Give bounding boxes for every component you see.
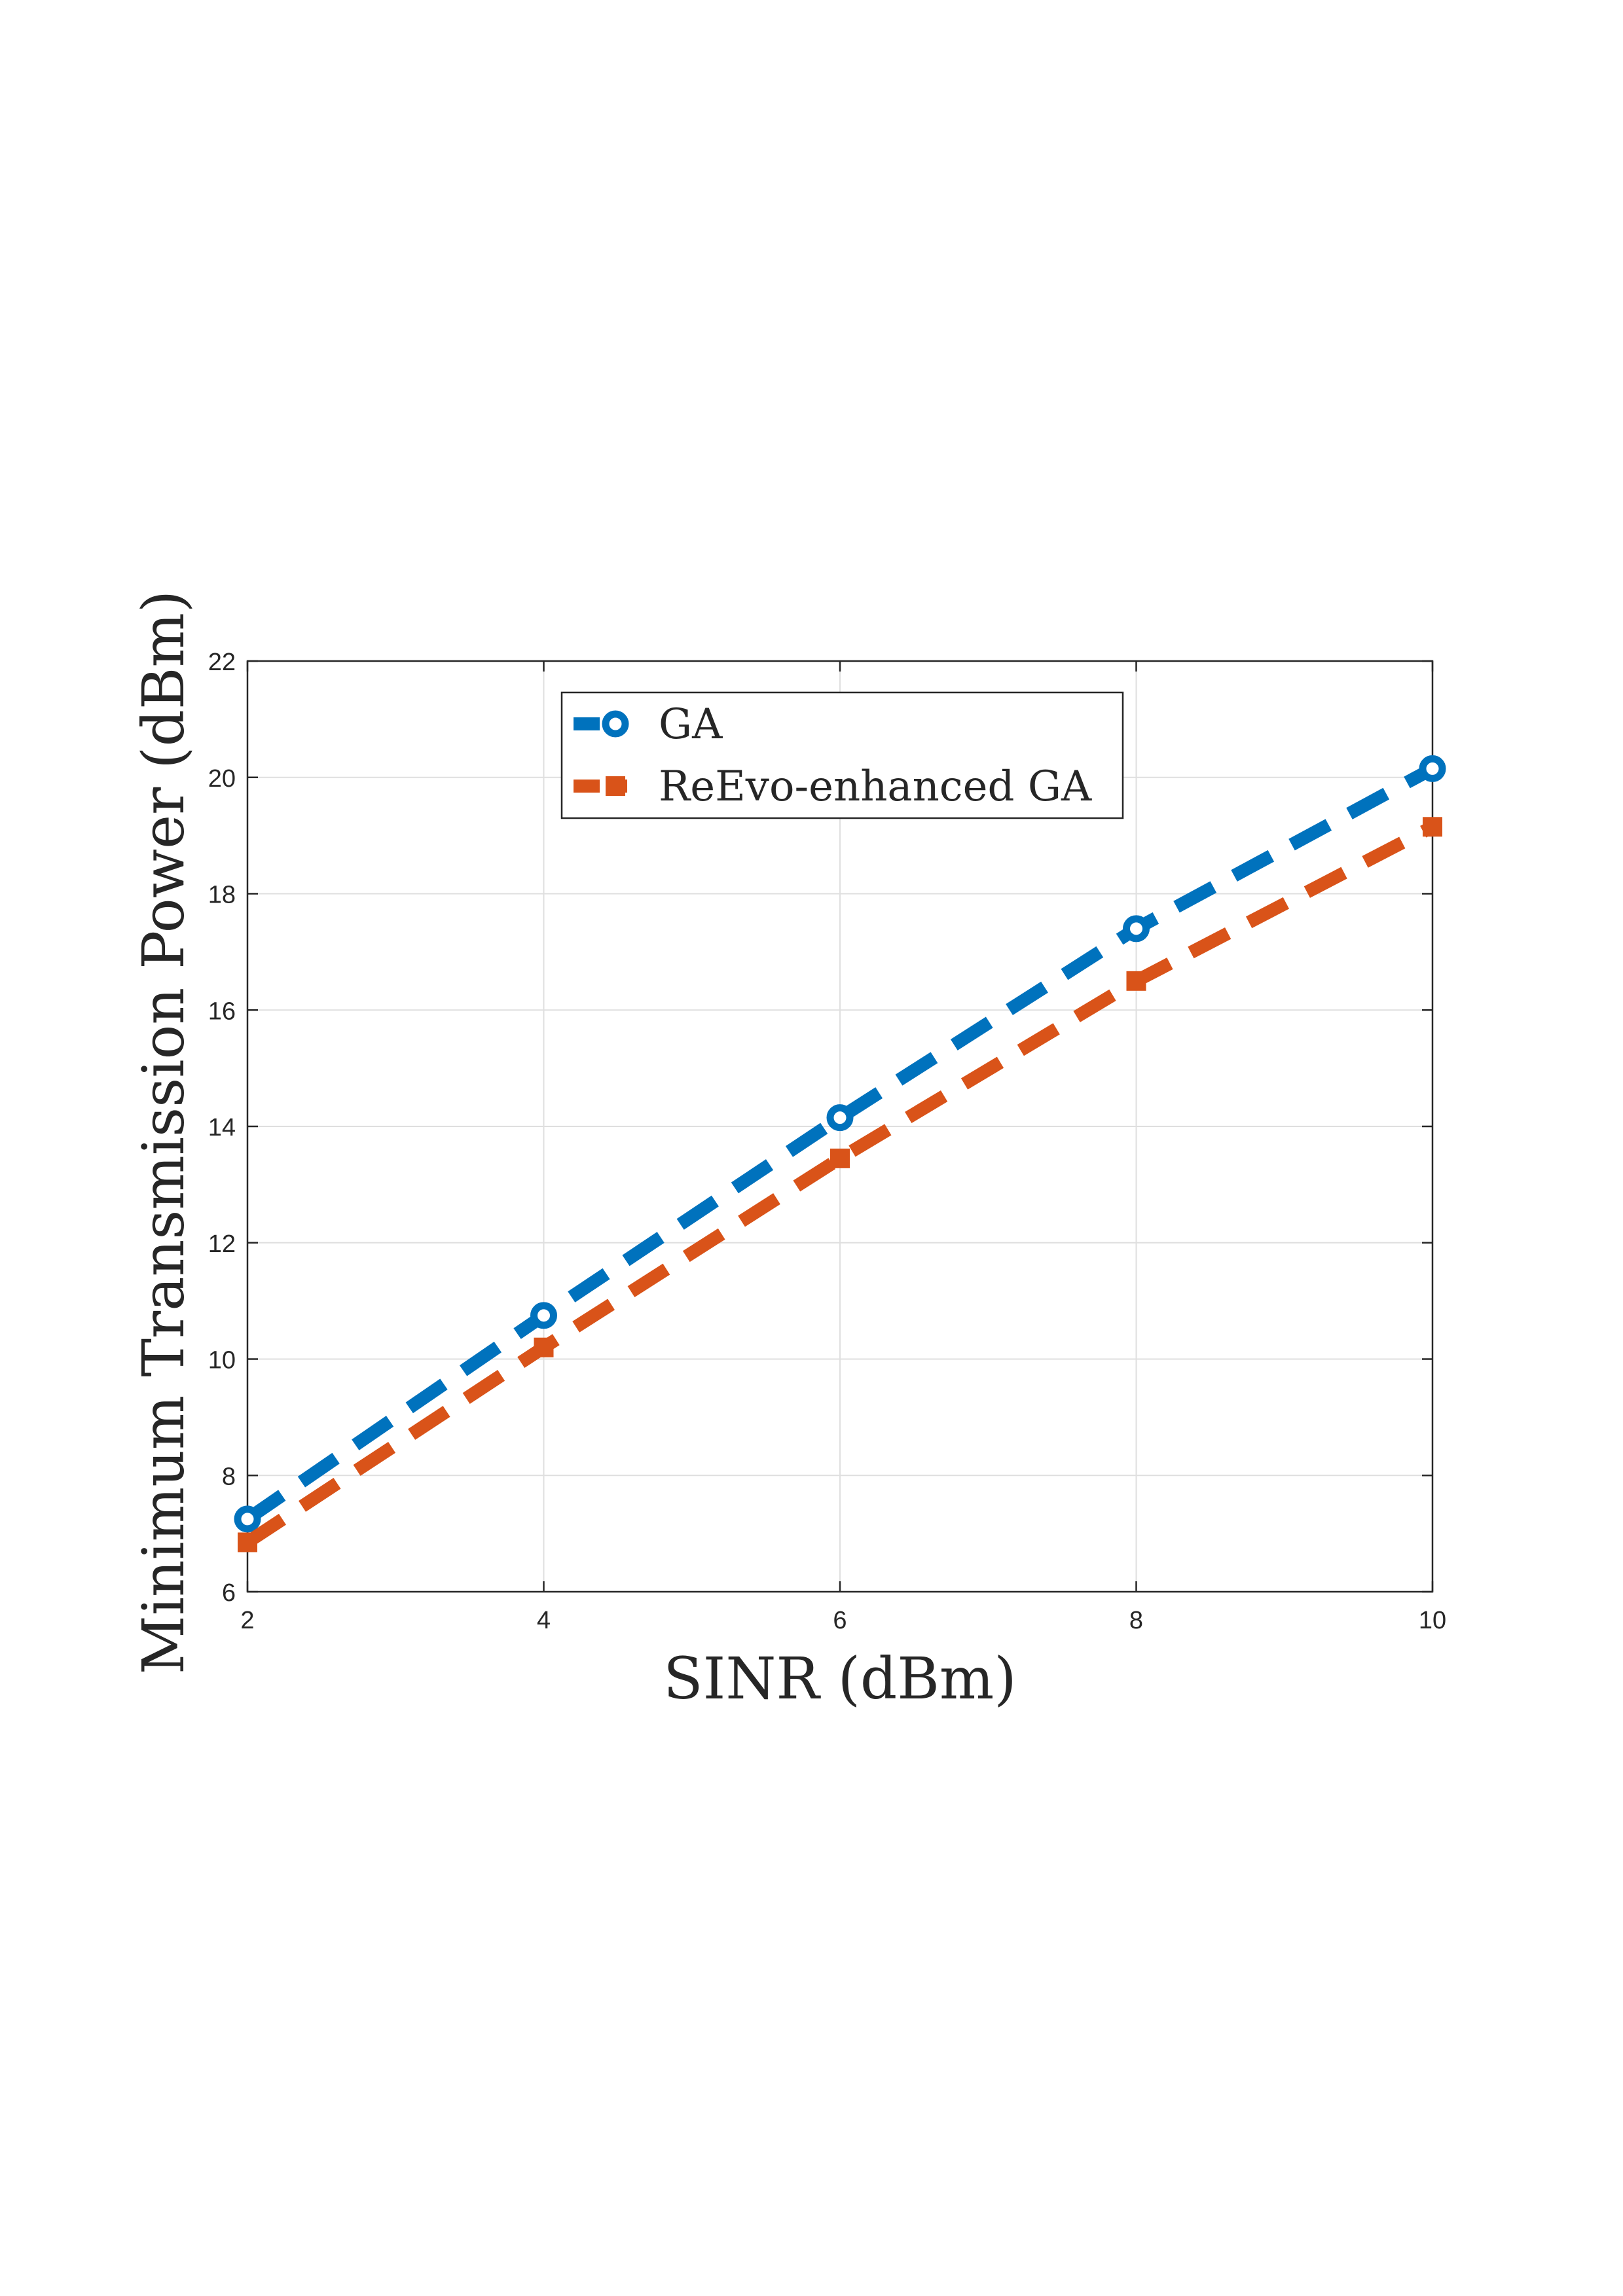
- data-point-square: [830, 1148, 850, 1168]
- y-tick-label: 18: [208, 882, 236, 909]
- legend-label: ReEvo-enhanced GA: [659, 762, 1092, 811]
- y-tick-label: 16: [208, 997, 236, 1025]
- series-line: [244, 762, 1436, 1525]
- legend-label: GA: [659, 700, 723, 749]
- y-tick-label: 22: [208, 649, 236, 676]
- x-tick-label: 10: [1419, 1607, 1446, 1634]
- series-layer: [234, 755, 1446, 1552]
- legend-marker-square: [606, 776, 625, 796]
- series-line: [244, 821, 1436, 1548]
- y-axis-title: Minimum Transmission Power (dBm): [130, 590, 197, 1675]
- y-tick-label: 6: [222, 1579, 236, 1607]
- data-point-square: [534, 1337, 554, 1357]
- x-tick-label: 4: [537, 1607, 551, 1634]
- data-point-circle: [530, 1302, 557, 1329]
- y-tick-label: 20: [208, 765, 236, 793]
- data-point-circle: [1419, 755, 1446, 782]
- x-axis-title: SINR (dBm): [663, 1645, 1016, 1712]
- x-tick-label: 8: [1129, 1607, 1143, 1634]
- ticks: 2 4 6 8 10 6 8 10 12 14 16 18 20 22: [208, 649, 1446, 1634]
- legend-marker-circle: [602, 710, 629, 738]
- y-tick-label: 10: [208, 1347, 236, 1374]
- data-point-circle: [826, 1104, 854, 1132]
- data-point-square: [1126, 971, 1146, 991]
- y-tick-label: 12: [208, 1230, 236, 1258]
- x-tick-label: 2: [240, 1607, 254, 1634]
- x-tick-label: 6: [833, 1607, 847, 1634]
- data-point-circle: [234, 1505, 261, 1533]
- legend-box: [560, 691, 1124, 819]
- y-tick-label: 14: [208, 1114, 236, 1141]
- data-point-square: [1423, 817, 1442, 837]
- data-point-square: [238, 1532, 257, 1552]
- data-point-circle: [1123, 915, 1150, 942]
- y-tick-label: 8: [222, 1463, 236, 1490]
- legend: GA ReEvo-enhanced GA: [560, 691, 1124, 819]
